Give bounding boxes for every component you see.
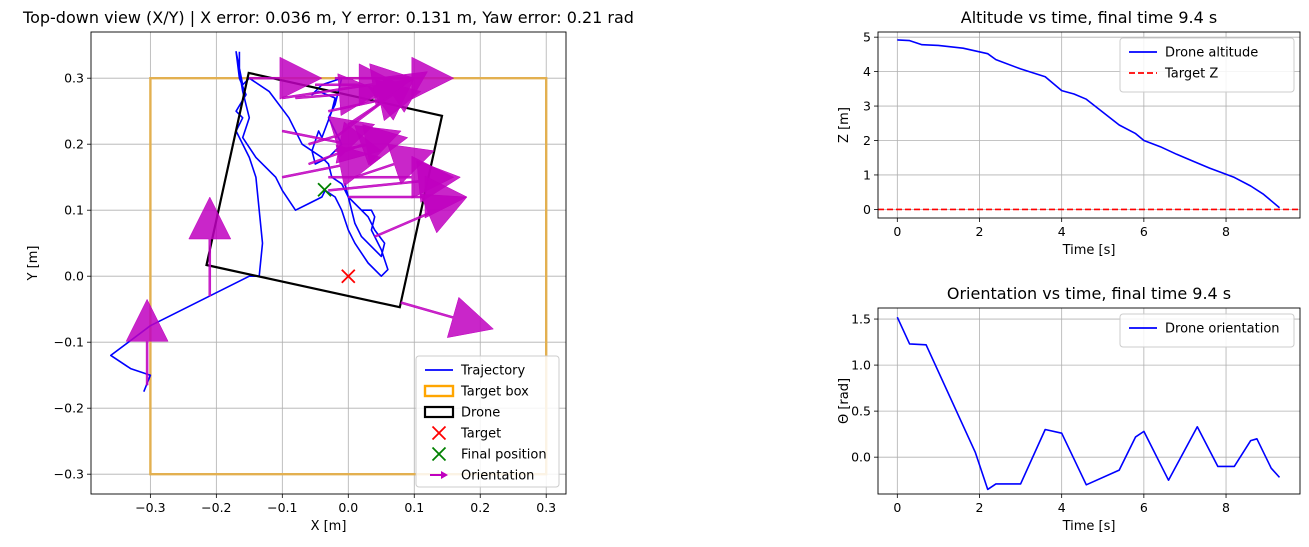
legend-entry: Final position: [461, 448, 547, 463]
y-tick-label: 0.3: [64, 71, 84, 86]
x-tick-label: 8: [1222, 500, 1230, 515]
legend-entry: Orientation: [461, 469, 534, 484]
y-tick-label: 0.1: [64, 203, 84, 218]
x-tick-label: 0.1: [404, 500, 424, 515]
chart-title: Altitude vs time, final time 9.4 s: [961, 8, 1217, 27]
y-tick-label: −0.2: [54, 401, 84, 416]
orientation-arrow: [373, 193, 468, 238]
legend-target-swatch: [431, 425, 447, 441]
x-tick-label: 0: [893, 500, 901, 515]
legend-entry: Drone: [461, 406, 500, 421]
altitude-panel: 0 2 4 6 8 0 1 2 3 4 5 Altitude vs time, final time …: [837, 8, 1301, 258]
y-tick-label: −0.1: [54, 335, 84, 350]
drone-outline: [205, 71, 444, 309]
orientation-arrow: [249, 56, 323, 100]
x-tick-label: 2: [976, 224, 984, 239]
y-axis-label: Y [m]: [26, 246, 41, 282]
legend-box: [1119, 37, 1295, 93]
x-tick-label: 0: [893, 224, 901, 239]
x-tick-label: 0.0: [338, 500, 358, 515]
x-tick-label: −0.1: [267, 500, 297, 515]
y-tick-label: 0: [863, 202, 871, 217]
y-tick-label: 0.2: [64, 137, 84, 152]
chart-title: Top-down view (X/Y) | X error: 0.036 m, …: [22, 8, 634, 27]
x-tick-label: −0.2: [201, 500, 231, 515]
legend-box: [415, 355, 560, 488]
x-axis-label: Time [s]: [1062, 519, 1116, 534]
legend-final-position-swatch: [431, 446, 447, 462]
axes-frame: [877, 31, 1301, 219]
x-tick-label: 2: [976, 500, 984, 515]
target-marker: [341, 269, 356, 284]
final-position-marker-stroke: [317, 182, 332, 197]
y-tick-label: 3: [863, 99, 871, 114]
final-position-marker: [317, 182, 332, 197]
axes-frame: [877, 307, 1301, 495]
chart-title: Orientation vs time, final time 9.4 s: [947, 284, 1231, 303]
y-axis-label: Z [m]: [837, 107, 852, 143]
legend-entry: Target: [460, 427, 501, 442]
legend-entry: Target box: [460, 385, 529, 400]
axes-frame: [90, 31, 567, 495]
y-tick-label: 1.0: [851, 358, 871, 373]
y-tick-label: 2: [863, 133, 871, 148]
legend-target-box-swatch: [423, 384, 455, 398]
orientation-arrow: [281, 63, 415, 106]
x-tick-label: 0.3: [536, 500, 556, 515]
x-axis-label: Time [s]: [1062, 243, 1116, 258]
top-down-view-panel: −0.3 −0.2 −0.1 0.0 0.1 0.2 0.3 −0.3 −0.2 −0.1 0.0 0…: [22, 8, 634, 534]
legend-entry: Trajectory: [460, 364, 525, 379]
legend-entry: Target Z: [1164, 67, 1218, 82]
legend-box: [1119, 313, 1295, 348]
x-tick-label: 0.2: [470, 500, 490, 515]
orientation-arrow: [188, 196, 232, 297]
y-tick-label: 0.0: [851, 450, 871, 465]
x-axis-label: X [m]: [311, 519, 347, 534]
x-tick-label: 4: [1058, 500, 1066, 515]
orientation-arrow: [354, 143, 435, 185]
x-tick-label: 8: [1222, 224, 1230, 239]
orientation-arrow: [125, 298, 169, 386]
y-tick-label: 0.0: [64, 269, 84, 284]
x-tick-label: 6: [1140, 224, 1148, 239]
y-axis-label: Θ [rad]: [837, 378, 852, 424]
series-line: [896, 316, 1281, 491]
y-tick-label: 1.5: [851, 312, 871, 327]
legend-target-swatch-stroke: [431, 425, 447, 441]
y-tick-label: 4: [863, 64, 871, 79]
series-line: [897, 39, 1281, 209]
orientation-arrow: [281, 121, 382, 164]
x-tick-label: −0.3: [135, 500, 165, 515]
legend-drone-swatch: [423, 405, 455, 419]
y-tick-label: 1: [863, 167, 871, 182]
target-box: [149, 76, 548, 476]
legend-final-position-swatch-stroke: [431, 446, 447, 462]
x-tick-label: 4: [1058, 224, 1066, 239]
y-tick-label: −0.3: [54, 467, 84, 482]
target-marker-stroke: [341, 269, 356, 284]
legend-entry: Drone orientation: [1165, 322, 1280, 337]
y-tick-label: 5: [863, 30, 871, 45]
x-tick-label: 6: [1140, 500, 1148, 515]
legend-orientation-swatch-head: [441, 471, 448, 479]
y-tick-label: 0.5: [851, 404, 871, 419]
orientation-arrow: [400, 296, 494, 338]
legend-entry: Drone altitude: [1165, 46, 1258, 61]
orientation-panel: 0 2 4 6 8 0.0 0.5 1.0 1.5 Orientation vs time, fi…: [837, 284, 1301, 534]
